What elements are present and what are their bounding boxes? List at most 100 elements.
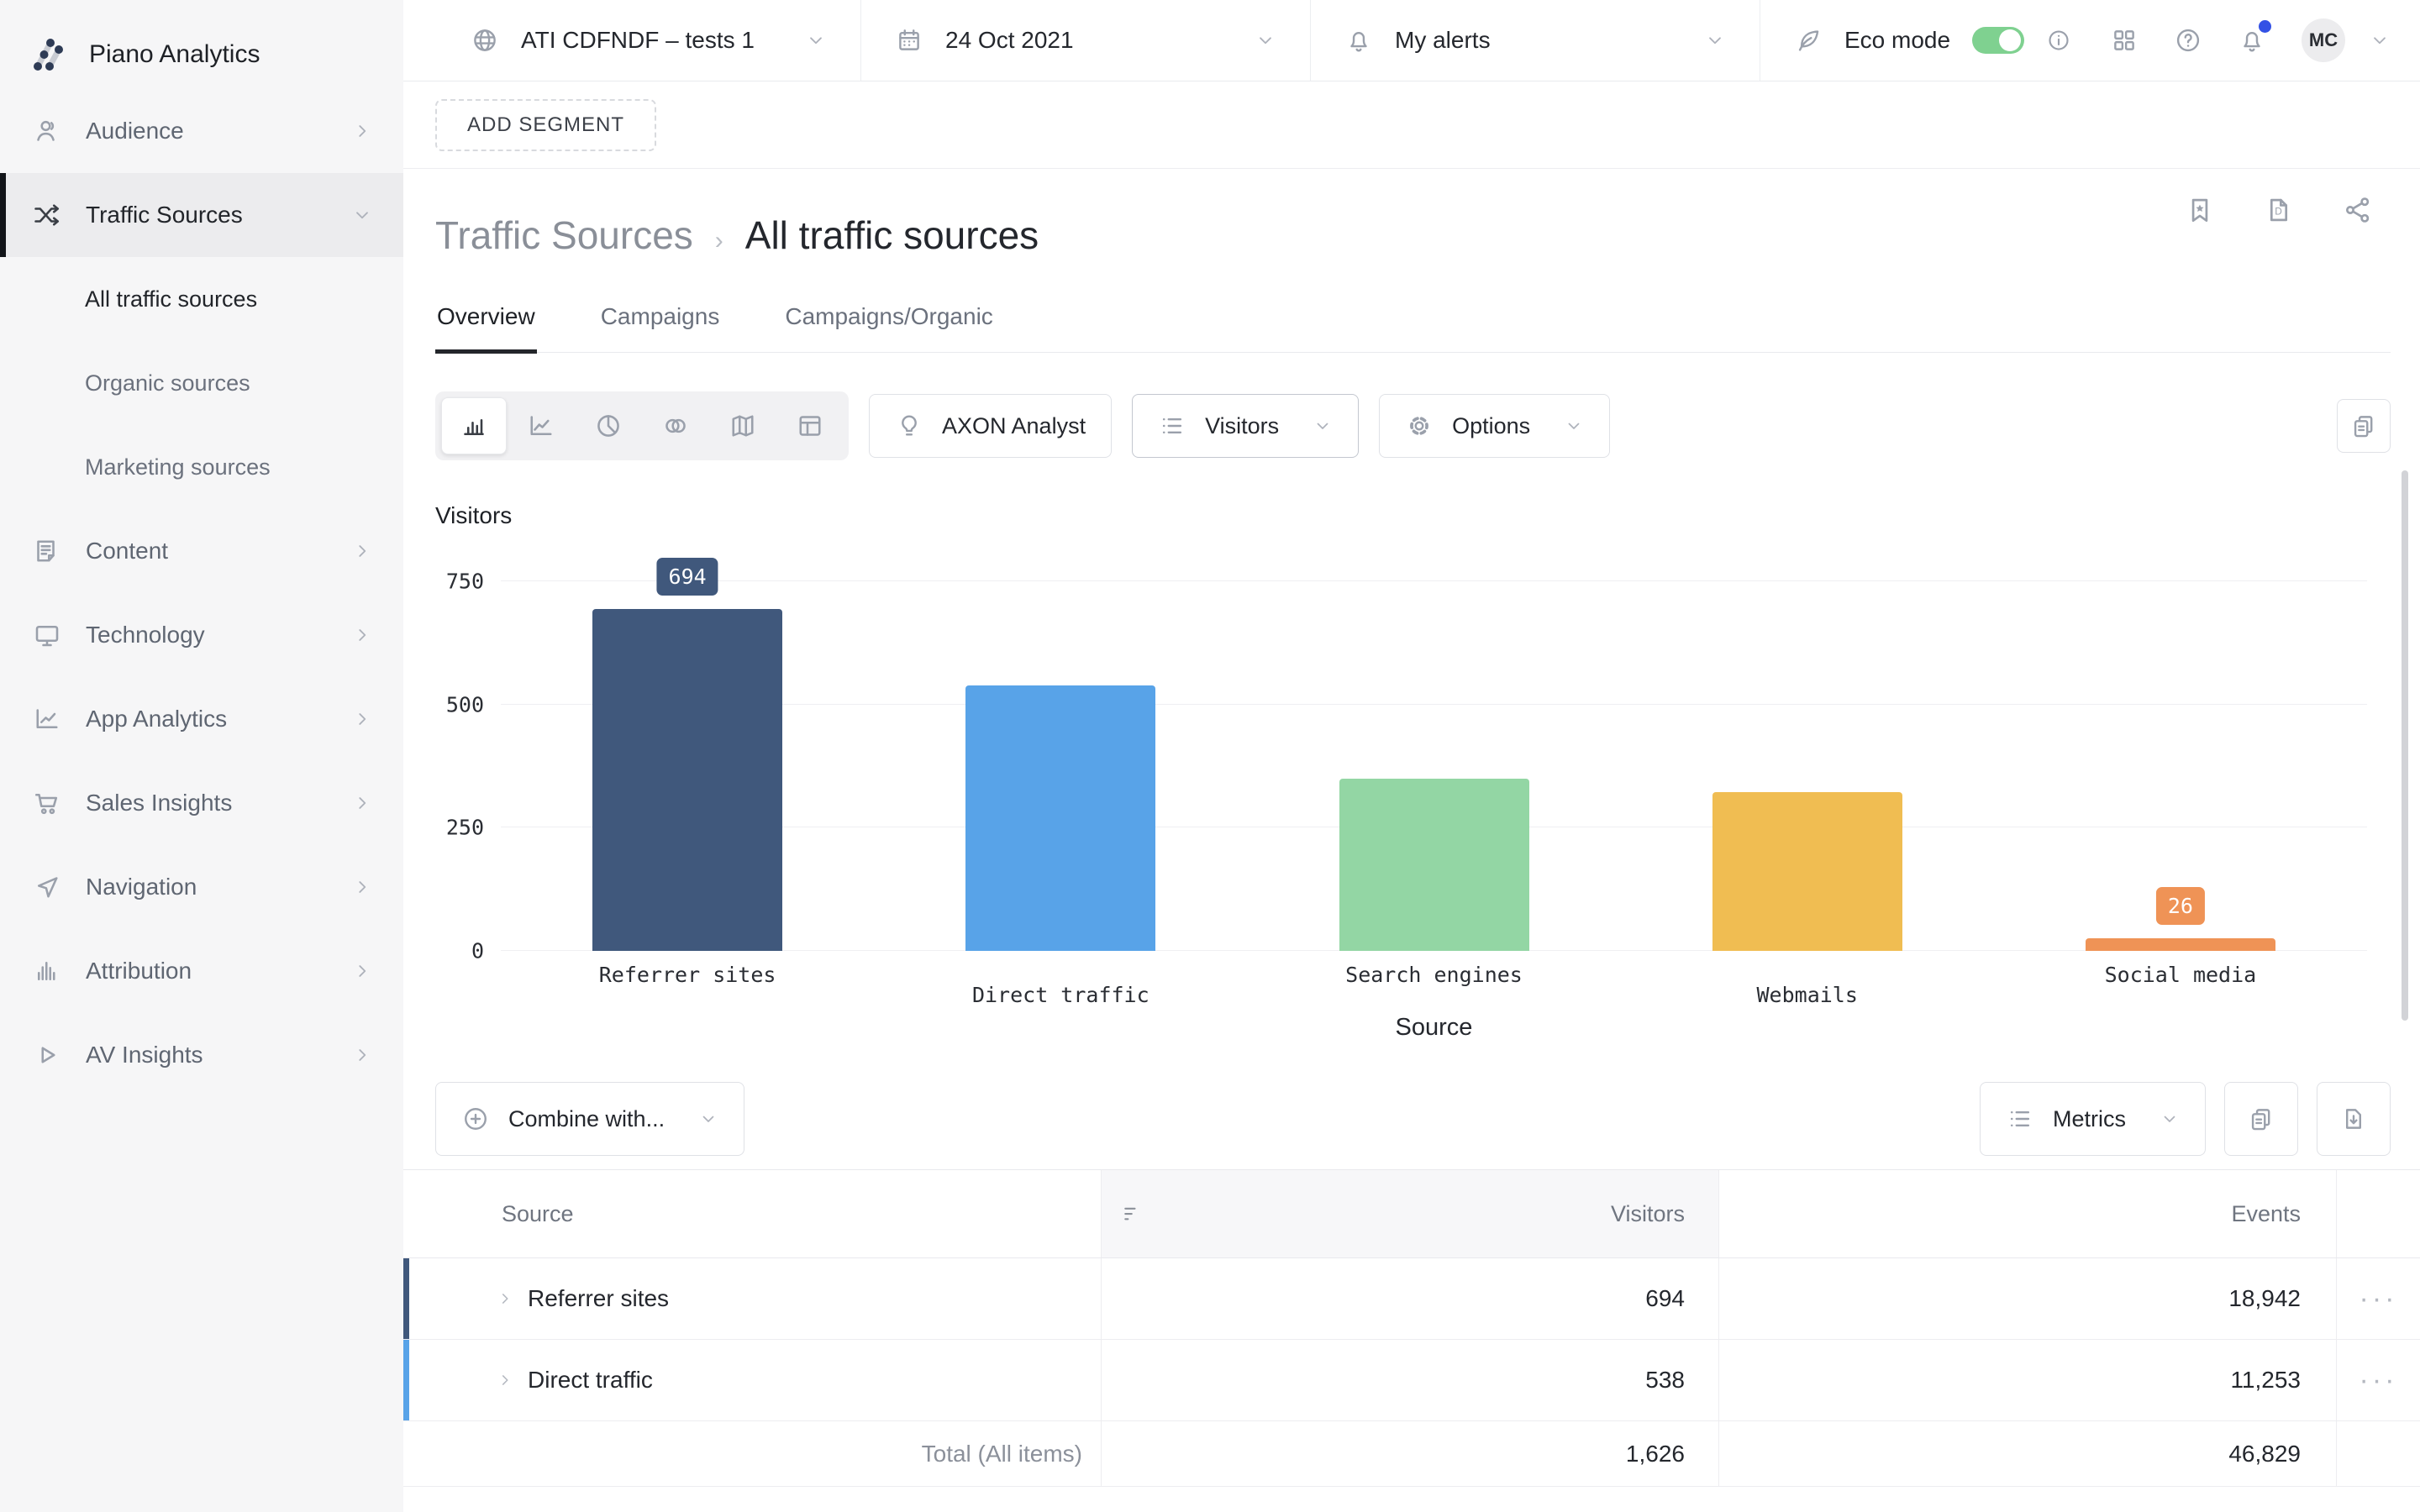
gear-icon: [1410, 417, 1429, 435]
data-table: Source Visitors Events Referrer sites 69…: [403, 1169, 2420, 1487]
report-icon[interactable]: D: [2263, 194, 2295, 226]
y-axis-tick: 0: [471, 938, 484, 963]
help-icon[interactable]: [2174, 26, 2202, 55]
navigation-icon: [37, 877, 58, 898]
sidebar-item-app-analytics[interactable]: App Analytics: [0, 677, 403, 761]
bar-search-engines[interactable]: [1339, 778, 1529, 951]
chevron-down-icon[interactable]: [2369, 29, 2391, 51]
tab-overview[interactable]: Overview: [435, 303, 537, 354]
sidebar-item-label: Sales Insights: [86, 790, 233, 816]
column-header-events[interactable]: Events: [1718, 1170, 2336, 1257]
alerts-selector[interactable]: My alerts: [1311, 0, 1760, 81]
attribution-icon: [37, 961, 55, 981]
svg-text:D: D: [2275, 206, 2282, 218]
gridline: [501, 703, 2367, 705]
chevron-right-icon: [359, 713, 366, 725]
x-axis-category-label: Social media: [2104, 963, 2257, 987]
row-source-cell: Referrer sites: [403, 1258, 1101, 1339]
sales-insights-icon: [34, 793, 58, 815]
brand-name: Piano Analytics: [89, 40, 260, 68]
sidebar-subitem-all-traffic-sources[interactable]: All traffic sources: [85, 286, 258, 312]
map-icon: [732, 415, 754, 437]
row-visitors-cell: 538: [1101, 1340, 1718, 1420]
chart-type-table-button[interactable]: [777, 397, 843, 454]
date-selector-value: 24 Oct 2021: [945, 27, 1074, 53]
sidebar-item-attribution[interactable]: Attribution: [0, 929, 403, 1013]
plot-area: 0 250 500 750 694 26: [435, 548, 2391, 963]
copy-table-button[interactable]: [2224, 1082, 2298, 1156]
options-label: Options: [1452, 412, 1531, 438]
sidebar-item-av-insights[interactable]: AV Insights: [0, 1013, 403, 1097]
chart-type-venn-button[interactable]: [643, 397, 708, 454]
bar-referrer-sites[interactable]: 694: [592, 557, 783, 951]
eco-mode-toggle[interactable]: [1972, 27, 2025, 54]
toggle-knob: [1999, 29, 2022, 51]
chevron-down-icon: [810, 37, 822, 45]
content-icon: [37, 540, 55, 562]
sort-descending-icon: [1124, 1207, 1136, 1221]
sidebar-item-traffic-sources[interactable]: Traffic Sources: [0, 173, 403, 257]
sidebar-item-content[interactable]: Content: [0, 509, 403, 593]
chart-type-bar-button[interactable]: [441, 397, 507, 454]
table-row[interactable]: Direct traffic 538 11,253 ···: [403, 1340, 2420, 1421]
table-toolbar: Combine with... Metrics: [435, 1082, 2391, 1156]
sidebar-item-audience[interactable]: Audience: [0, 89, 403, 173]
piano-analytics-logo: [34, 39, 63, 71]
globe-icon: [474, 29, 496, 51]
sidebar-item-technology[interactable]: Technology: [0, 593, 403, 677]
chart-type-map-button[interactable]: [710, 397, 776, 454]
export-button[interactable]: [2317, 1082, 2391, 1156]
x-axis-category-label: Direct traffic: [971, 983, 1150, 1007]
row-actions-menu[interactable]: ···: [2336, 1340, 2420, 1420]
site-selector[interactable]: ATI CDFNDF – tests 1: [403, 0, 861, 81]
sidebar-subitem-marketing-sources[interactable]: Marketing sources: [85, 454, 271, 480]
add-segment-button[interactable]: ADD SEGMENT: [435, 98, 657, 151]
chart-type-pie-button[interactable]: [576, 397, 641, 454]
vertical-scrollbar[interactable]: [2402, 470, 2408, 1021]
bar-webmails[interactable]: [1712, 792, 1902, 951]
options-dropdown[interactable]: Options: [1379, 394, 1611, 458]
tab-campaigns-organic[interactable]: Campaigns/Organic: [785, 303, 993, 329]
column-header-visitors[interactable]: Visitors: [1101, 1170, 1718, 1257]
bar-column: 694: [501, 548, 874, 951]
copy-chart-button[interactable]: [2337, 399, 2391, 453]
metrics-dropdown[interactable]: Metrics: [1980, 1082, 2206, 1156]
sidebar-item-sales-insights[interactable]: Sales Insights: [0, 761, 403, 845]
chevron-down-icon: [356, 212, 368, 219]
bar-social-media[interactable]: 26: [2085, 886, 2275, 951]
metric-selector-dropdown[interactable]: Visitors: [1132, 394, 1360, 458]
avatar[interactable]: MC: [2302, 18, 2345, 62]
bookmark-icon[interactable]: [2184, 194, 2216, 226]
axon-analyst-button[interactable]: AXON Analyst: [869, 394, 1113, 458]
table-row[interactable]: Referrer sites 694 18,942 ···: [403, 1258, 2420, 1340]
column-header-source[interactable]: Source: [502, 1200, 574, 1226]
breadcrumb-section[interactable]: Traffic Sources: [435, 213, 693, 257]
lightbulb-icon: [902, 415, 917, 436]
segment-bar: ADD SEGMENT: [403, 81, 2420, 169]
data-label-badge: 26: [2155, 886, 2205, 925]
expand-row-icon[interactable]: [496, 1371, 514, 1389]
notifications-button[interactable]: [2238, 20, 2271, 55]
apps-grid-icon[interactable]: [2110, 26, 2139, 55]
chart-x-labels: Referrer sites Direct traffic Search engin…: [501, 963, 2367, 1007]
expand-row-icon[interactable]: [496, 1289, 514, 1308]
share-icon[interactable]: [2342, 194, 2374, 226]
info-icon[interactable]: [2046, 28, 2071, 53]
sidebar-item-label: Navigation: [86, 874, 197, 900]
tab-campaigns[interactable]: Campaigns: [600, 303, 720, 329]
row-actions-menu[interactable]: ···: [2336, 1258, 2420, 1339]
shuffle-icon: [34, 204, 60, 226]
combine-with-button[interactable]: Combine with...: [435, 1082, 745, 1156]
bar-direct-traffic[interactable]: [965, 685, 1156, 951]
pie-chart-icon: [597, 415, 619, 437]
page-actions: D: [2184, 194, 2374, 226]
table-total-row: Total (All items) 1,626 46,829: [403, 1421, 2420, 1487]
chart-x-axis-title: Source: [1395, 1014, 1473, 1041]
sidebar-subitem-organic-sources[interactable]: Organic sources: [85, 370, 250, 396]
brand: Piano Analytics: [0, 0, 403, 84]
chevron-down-icon: [1709, 37, 1721, 45]
sidebar-item-navigation[interactable]: Navigation: [0, 845, 403, 929]
chart-type-line-button[interactable]: [508, 397, 574, 454]
date-selector[interactable]: 24 Oct 2021: [861, 0, 1311, 81]
